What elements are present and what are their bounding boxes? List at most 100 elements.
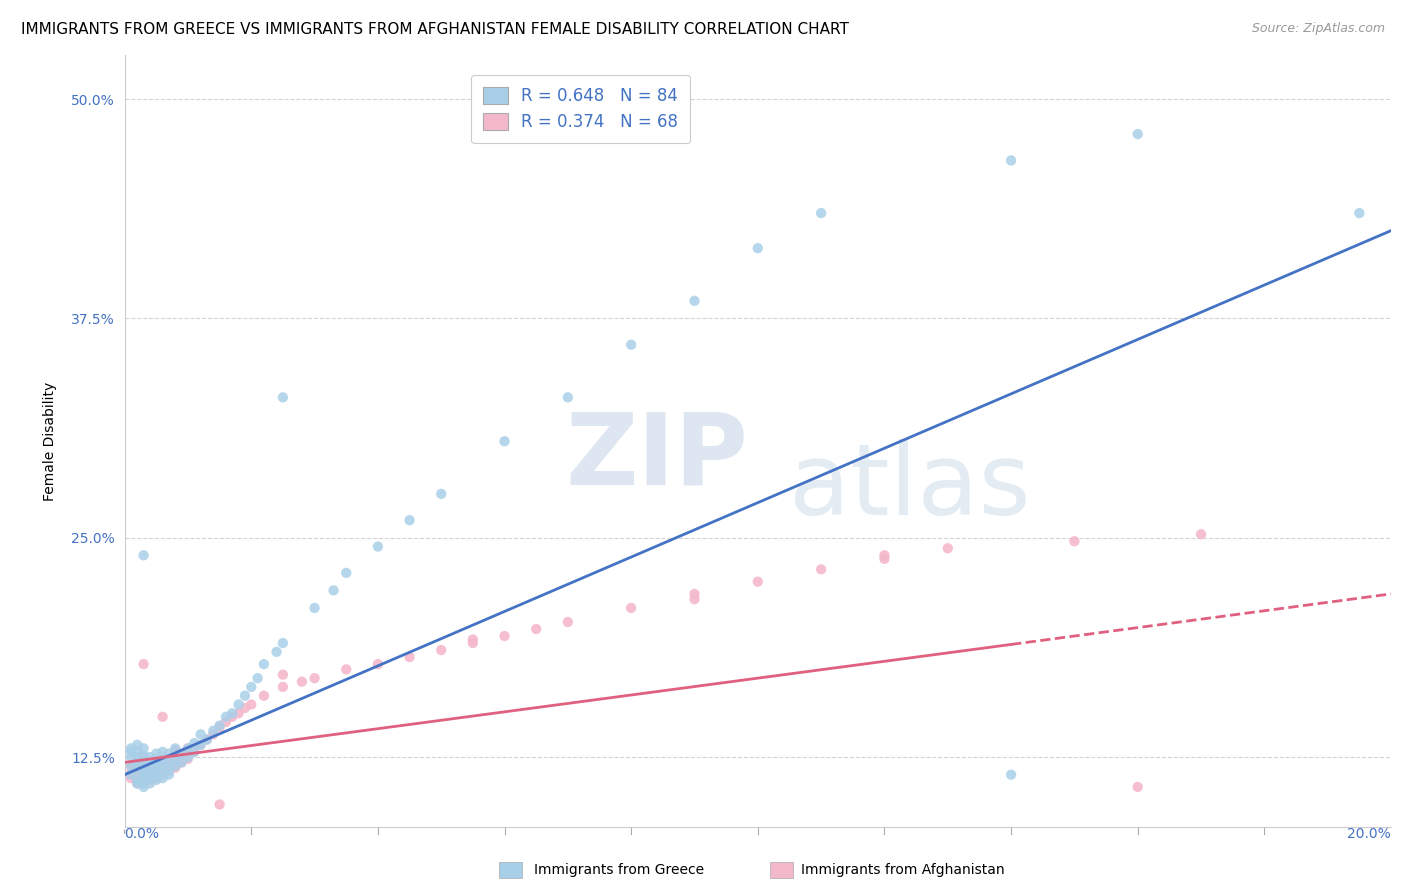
Point: [132, 764, 155, 779]
Point: [132, 771, 155, 785]
Point: [127, 771, 149, 785]
Text: Immigrants from Greece: Immigrants from Greece: [534, 863, 704, 877]
Point: [127, 772, 149, 787]
Point: [430, 487, 453, 501]
Point: [557, 615, 579, 629]
Point: [747, 574, 769, 589]
Text: 0.0%: 0.0%: [125, 827, 160, 841]
Point: [152, 745, 174, 759]
Point: [152, 767, 174, 781]
Point: [1000, 767, 1022, 781]
Point: [157, 764, 180, 779]
Point: [271, 680, 294, 694]
Point: [215, 714, 238, 729]
Point: [233, 701, 256, 715]
Point: [127, 776, 149, 790]
Text: 20.0%: 20.0%: [1347, 827, 1391, 841]
Point: [183, 736, 205, 750]
Point: [208, 718, 231, 732]
Point: [145, 757, 167, 772]
Point: [177, 741, 200, 756]
Point: [620, 127, 643, 141]
Point: [335, 566, 357, 580]
Point: [132, 780, 155, 794]
Point: [152, 752, 174, 766]
Point: [145, 764, 167, 779]
Point: [132, 754, 155, 768]
Point: [221, 706, 243, 721]
Point: [145, 752, 167, 766]
Text: IMMIGRANTS FROM GREECE VS IMMIGRANTS FROM AFGHANISTAN FEMALE DISABILITY CORRELAT: IMMIGRANTS FROM GREECE VS IMMIGRANTS FRO…: [21, 22, 849, 37]
Point: [873, 551, 896, 566]
Point: [139, 765, 162, 780]
Point: [139, 756, 162, 770]
Point: [132, 750, 155, 764]
Point: [145, 747, 167, 761]
Point: [152, 754, 174, 768]
Point: [120, 767, 142, 781]
Point: [170, 756, 193, 770]
Point: [271, 390, 294, 404]
Point: [139, 750, 162, 764]
Point: [139, 761, 162, 775]
Point: [132, 748, 155, 763]
Point: [145, 772, 167, 787]
Point: [165, 743, 187, 757]
Point: [322, 583, 344, 598]
Point: [127, 756, 149, 770]
Point: [202, 727, 225, 741]
Point: [190, 727, 212, 741]
Point: [152, 710, 174, 724]
Point: [494, 629, 516, 643]
Point: [253, 657, 276, 672]
Point: [266, 645, 288, 659]
Point: [683, 592, 706, 607]
Text: Immigrants from Afghanistan: Immigrants from Afghanistan: [801, 863, 1005, 877]
Point: [195, 732, 218, 747]
Point: [152, 765, 174, 780]
Point: [145, 756, 167, 770]
Point: [271, 636, 294, 650]
Point: [461, 632, 484, 647]
Point: [398, 650, 420, 665]
Point: [183, 745, 205, 759]
Point: [430, 643, 453, 657]
Point: [120, 741, 142, 756]
Point: [139, 765, 162, 780]
Point: [271, 667, 294, 681]
Point: [253, 689, 276, 703]
Point: [240, 680, 263, 694]
Point: [165, 752, 187, 766]
Point: [157, 747, 180, 761]
Text: ZIP: ZIP: [565, 409, 748, 505]
Point: [127, 745, 149, 759]
Point: [524, 622, 547, 636]
Point: [120, 750, 142, 764]
Point: [132, 769, 155, 783]
Point: [132, 759, 155, 773]
Point: [233, 689, 256, 703]
Point: [228, 706, 250, 721]
Point: [145, 763, 167, 777]
Point: [132, 757, 155, 772]
Point: [221, 710, 243, 724]
Point: [165, 752, 187, 766]
Point: [132, 657, 155, 672]
Point: [165, 759, 187, 773]
Point: [177, 741, 200, 756]
Point: [132, 776, 155, 790]
Point: [202, 723, 225, 738]
Point: [215, 710, 238, 724]
Point: [240, 698, 263, 712]
Point: [127, 750, 149, 764]
Point: [1126, 780, 1149, 794]
Point: [127, 776, 149, 790]
Point: [177, 750, 200, 764]
Point: [139, 759, 162, 773]
Point: [183, 745, 205, 759]
Point: [145, 771, 167, 785]
Point: [494, 434, 516, 449]
Text: atlas: atlas: [789, 439, 1031, 536]
Point: [461, 636, 484, 650]
Y-axis label: Female Disability: Female Disability: [44, 382, 58, 500]
